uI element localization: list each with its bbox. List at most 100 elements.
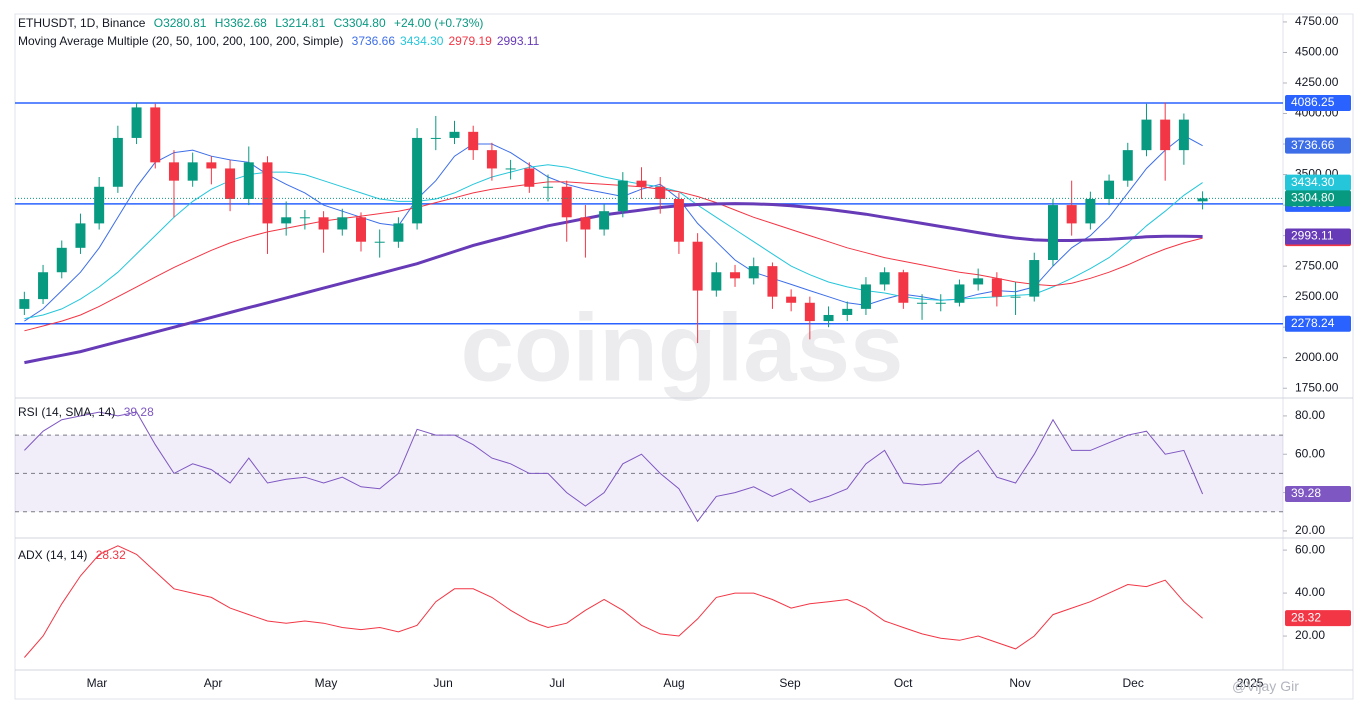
candle-body (393, 223, 404, 242)
candle-body (486, 150, 497, 169)
y-tick-label: 60.00 (1295, 542, 1325, 556)
y-tick-label: 4250.00 (1295, 75, 1339, 89)
x-tick-label: Mar (87, 676, 108, 690)
price-badge-label: 2993.11 (1291, 229, 1334, 243)
price-badge (1285, 610, 1351, 627)
candle-body (94, 186, 105, 224)
candle-body (374, 241, 385, 243)
y-tick-label: 2750.00 (1295, 258, 1339, 272)
price-badge-label: 3434.30 (1291, 175, 1335, 189)
candle-body (75, 223, 86, 248)
candle-body (262, 162, 273, 224)
candle-body (692, 241, 703, 291)
candle-body (543, 186, 554, 188)
price-badge-label: 3736.66 (1291, 138, 1335, 152)
credit: @Vijay Gir (1232, 678, 1299, 694)
candle-body (748, 266, 759, 279)
candle-body (561, 186, 572, 218)
ohlc: O3280.81 (153, 16, 207, 30)
indicator-name: RSI (14, SMA, 14) (18, 405, 116, 419)
frame (14, 13, 1354, 700)
x-tick-label: Apr (204, 676, 223, 690)
candle-body (842, 308, 853, 315)
ma-value: 2993.11 (496, 34, 540, 48)
adx-legend: ADX (14, 14) 28.32 (18, 548, 131, 562)
candle-body (38, 272, 49, 300)
y-tick-label: 60.00 (1295, 446, 1325, 460)
price-badge-label: 2278.24 (1291, 316, 1335, 330)
ma-legend: Moving Average Multiple (20, 50, 100, 20… (18, 34, 549, 48)
price-legend: ETHUSDT, 1D, Binance O3280.81 H3362.68 L… (18, 16, 488, 30)
price-badge-label: 39.28 (1291, 486, 1321, 500)
x-tick-label: Nov (1009, 676, 1030, 690)
candle-body (804, 302, 815, 322)
candle-body (599, 211, 610, 230)
price-badge (1285, 174, 1351, 191)
x-tick-label: Jul (549, 676, 564, 690)
candle-body (954, 284, 965, 303)
candle-body (1047, 205, 1058, 261)
price-badge (1285, 94, 1351, 111)
candle-body (935, 302, 946, 304)
candle-body (524, 168, 535, 187)
price-badge (1285, 315, 1351, 332)
candle-body (1197, 198, 1208, 202)
ma-value: 2979.19 (448, 34, 492, 48)
candle-body (636, 180, 647, 187)
candle-body (206, 162, 217, 169)
candle-body (1141, 119, 1152, 151)
x-tick-label: Sep (779, 676, 801, 690)
indicator-line (24, 411, 1204, 523)
candle-body (19, 299, 30, 309)
x-tick-label: Oct (894, 676, 913, 690)
indicator-name: Moving Average Multiple (20, 50, 100, 20… (18, 34, 344, 48)
x-tick-label: Dec (1123, 676, 1144, 690)
candle-body (1122, 150, 1133, 181)
y-tick-label: 1750.00 (1295, 380, 1339, 394)
adx-value: 28.32 (95, 548, 126, 562)
candle-body (823, 314, 834, 322)
candle-body (131, 107, 142, 138)
indicator-line (24, 181, 1203, 332)
ma-value: 3434.30 (400, 34, 444, 48)
price-badge (1285, 137, 1351, 154)
x-tick-label: May (315, 676, 338, 690)
candle-body (412, 137, 423, 224)
candle-body (767, 266, 778, 297)
candle-body (299, 217, 310, 219)
indicator-name: ADX (14, 14) (18, 548, 88, 562)
candle-body (318, 217, 329, 230)
x-tick-label: Jun (433, 676, 452, 690)
candle-body (56, 247, 67, 273)
candle-body (505, 168, 516, 170)
y-tick-label: 20.00 (1295, 628, 1325, 642)
candle-body (673, 198, 684, 242)
candle-body (991, 278, 1002, 297)
candle-body (711, 272, 722, 291)
candle-body (898, 272, 909, 303)
candle-body (973, 278, 984, 285)
candle-body (187, 162, 198, 181)
ma-value: 3736.66 (351, 34, 396, 48)
indicator-line (24, 134, 1203, 322)
ma-values: 3736.66 3434.30 2979.19 2993.11 (352, 34, 545, 48)
candle-body (860, 284, 871, 309)
candle-body (617, 180, 628, 212)
x-tick-label: Aug (663, 676, 684, 690)
candle-body (917, 302, 928, 304)
candle-body (112, 137, 123, 187)
price-badge (1285, 190, 1351, 207)
candle-body (1178, 119, 1189, 151)
y-tick-label: 20.00 (1295, 523, 1325, 537)
candle-body (1085, 198, 1096, 224)
candle-body (1066, 205, 1077, 224)
candle-body (1104, 180, 1115, 199)
y-tick-label: 2500.00 (1295, 289, 1339, 303)
candle-body (879, 272, 890, 285)
watermark: coinglass (461, 294, 904, 401)
candle-body (430, 137, 441, 139)
y-tick-label: 2000.00 (1295, 350, 1339, 364)
rsi-legend: RSI (14, SMA, 14) 39.28 (18, 405, 159, 419)
candle-body (468, 131, 479, 151)
